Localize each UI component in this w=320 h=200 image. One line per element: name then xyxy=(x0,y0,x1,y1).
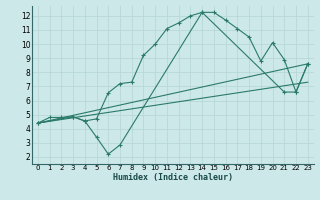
X-axis label: Humidex (Indice chaleur): Humidex (Indice chaleur) xyxy=(113,173,233,182)
